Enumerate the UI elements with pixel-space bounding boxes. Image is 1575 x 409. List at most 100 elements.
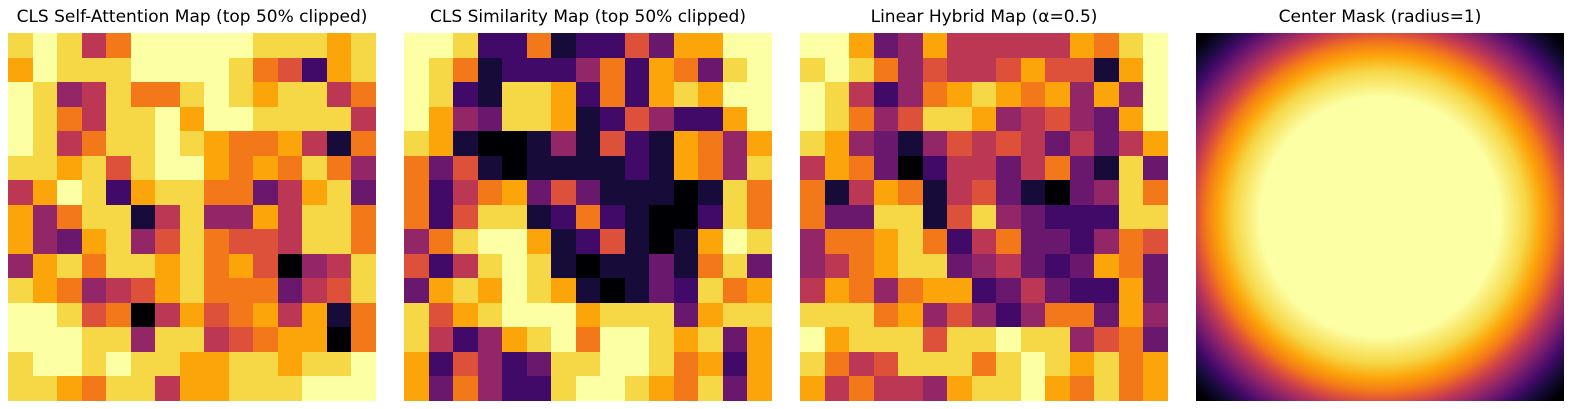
- heatmap-cell: [1118, 155, 1144, 181]
- heatmap-cell: [326, 106, 352, 132]
- heatmap-cell: [428, 204, 454, 230]
- heatmap-cell: [873, 376, 899, 401]
- heatmap-cell: [277, 82, 303, 107]
- heatmap-cell: [1118, 82, 1144, 107]
- heatmap-cell: [722, 229, 748, 254]
- heatmap-cell: [8, 278, 33, 303]
- heatmap-cell: [106, 229, 131, 254]
- heatmap-cell: [1143, 180, 1168, 205]
- heatmap-cell: [228, 33, 254, 58]
- heatmap-cell: [502, 82, 527, 107]
- heatmap-cell: [624, 33, 650, 58]
- heatmap-cell: [722, 204, 748, 230]
- heatmap-cell: [57, 376, 82, 401]
- heatmap-cell: [453, 131, 478, 156]
- heatmap-cell: [526, 155, 552, 181]
- heatmap-cell: [81, 302, 107, 328]
- heatmap-cell: [228, 327, 254, 352]
- heatmap-cell: [947, 155, 972, 181]
- heatmap-cell: [922, 180, 948, 205]
- heatmap-cell: [575, 57, 601, 83]
- heatmap-cell: [673, 131, 699, 156]
- heatmap-cell: [600, 302, 625, 328]
- panel-cls-self-attention: CLS Self-Attention Map (top 50% clipped): [8, 0, 376, 401]
- heatmap-cell: [326, 327, 352, 352]
- heatmap-cell: [477, 302, 503, 328]
- heatmap-cell: [947, 327, 972, 352]
- heatmap-cell: [600, 33, 625, 58]
- heatmap-cell: [996, 204, 1021, 230]
- heatmap-cell: [1069, 351, 1095, 377]
- heatmap-cell: [228, 131, 254, 156]
- heatmap-cell: [873, 131, 899, 156]
- heatmap-cell: [551, 351, 576, 377]
- heatmap-cell: [947, 229, 972, 254]
- heatmap-cell: [698, 253, 723, 279]
- heatmap-cell: [1143, 82, 1168, 107]
- heatmap-cell: [351, 82, 376, 107]
- heatmap-cell: [600, 180, 625, 205]
- heatmap-cell: [453, 82, 478, 107]
- heatmap-cell: [477, 180, 503, 205]
- heatmap-cell: [673, 106, 699, 132]
- heatmap-cell: [824, 376, 850, 401]
- heatmap-cell: [1094, 33, 1119, 58]
- heatmap-cell: [624, 57, 650, 83]
- heatmap-cell: [81, 33, 107, 58]
- heatmap-cell: [428, 302, 454, 328]
- heatmap-cell: [1118, 204, 1144, 230]
- heatmap-cell: [824, 253, 850, 279]
- heatmap-cell: [600, 278, 625, 303]
- heatmap-cell: [302, 376, 327, 401]
- heatmap-cell: [649, 278, 674, 303]
- heatmap-cell: [1069, 131, 1095, 156]
- heatmap-cell: [502, 376, 527, 401]
- heatmap-cell: [32, 131, 58, 156]
- panel-title: CLS Similarity Map (top 50% clipped): [430, 6, 746, 27]
- heatmap-cell: [81, 351, 107, 377]
- heatmap-cell: [81, 57, 107, 83]
- heatmap-cell: [8, 155, 33, 181]
- heatmap-cell: [698, 131, 723, 156]
- heatmap-cell: [32, 82, 58, 107]
- heatmap-cell: [575, 82, 601, 107]
- heatmap-cell: [81, 327, 107, 352]
- heatmap-cell: [1045, 302, 1070, 328]
- heatmap-cell: [575, 376, 601, 401]
- heatmap-cell: [1118, 253, 1144, 279]
- heatmap-cell: [698, 180, 723, 205]
- heatmap-cell: [922, 155, 948, 181]
- heatmap-cell: [428, 376, 454, 401]
- heatmap-cell: [326, 82, 352, 107]
- heatmap-cell: [722, 376, 748, 401]
- heatmap-cell: [155, 155, 180, 181]
- heatmap-cell: [57, 327, 82, 352]
- heatmap-cell: [130, 82, 156, 107]
- heatmap-cell: [922, 351, 948, 377]
- heatmap-cell: [526, 180, 552, 205]
- heatmap-cell: [673, 180, 699, 205]
- heatmap-cell: [996, 33, 1021, 58]
- heatmap-cell: [1020, 351, 1046, 377]
- heatmap-cell: [253, 327, 278, 352]
- heatmap-cell: [8, 131, 33, 156]
- heatmap-cell: [277, 229, 303, 254]
- heatmap-cell: [1118, 278, 1144, 303]
- heatmap-cell: [253, 204, 278, 230]
- heatmap-cell: [1143, 351, 1168, 377]
- heatmap-cell: [228, 180, 254, 205]
- heatmap-cell: [453, 106, 478, 132]
- heatmap-cell: [575, 278, 601, 303]
- heatmap-cell: [996, 82, 1021, 107]
- heatmap-cell: [600, 327, 625, 352]
- heatmap-cell: [800, 82, 825, 107]
- heatmap-cell: [551, 131, 576, 156]
- heatmap-cell: [873, 302, 899, 328]
- heatmap-cell: [575, 33, 601, 58]
- heatmap-cell: [204, 351, 229, 377]
- heatmap-cell: [551, 82, 576, 107]
- heatmap-cell: [351, 204, 376, 230]
- heatmap-cell: [624, 253, 650, 279]
- heatmap-cell: [404, 351, 429, 377]
- heatmap-cell: [204, 204, 229, 230]
